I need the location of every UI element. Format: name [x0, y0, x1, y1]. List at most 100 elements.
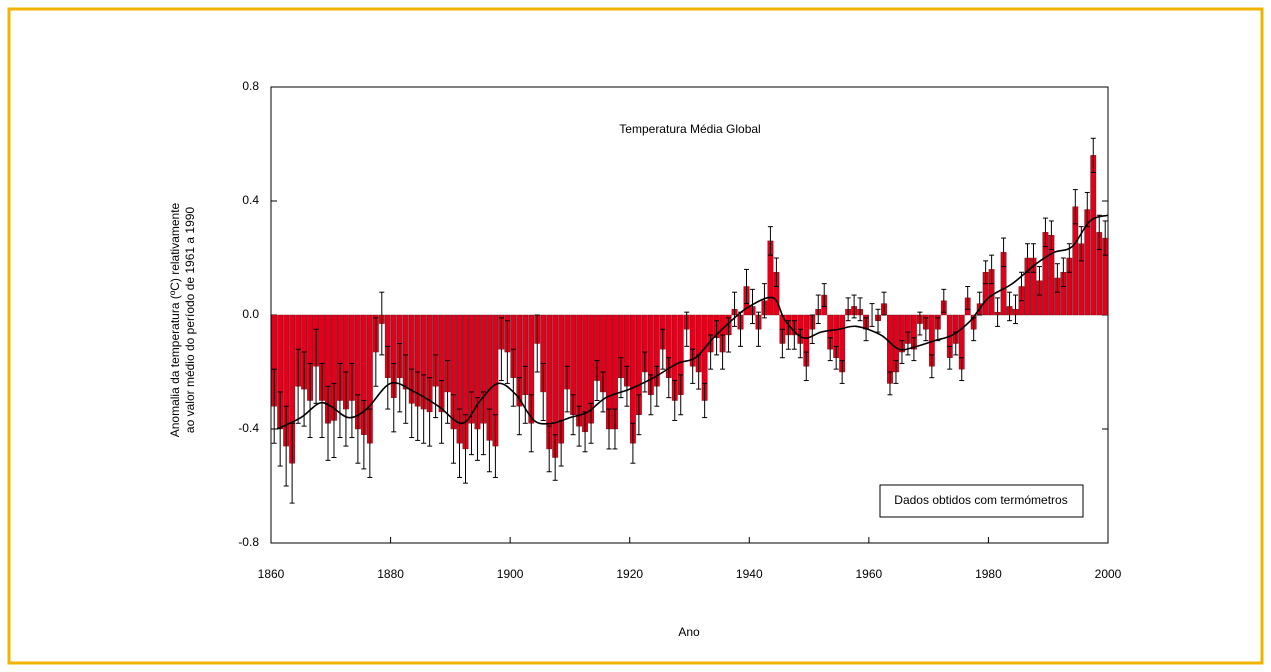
- error-bar: [648, 374, 654, 416]
- x-tick-label: 1880: [377, 567, 404, 581]
- error-bar: [349, 362, 355, 439]
- error-bar: [1090, 137, 1096, 173]
- error-bar: [504, 320, 510, 384]
- error-bar: [1036, 266, 1042, 296]
- error-bar: [1007, 291, 1013, 322]
- error-bar: [367, 408, 373, 478]
- error-bar: [773, 257, 779, 287]
- error-bar: [833, 345, 839, 370]
- error-bar: [929, 354, 935, 379]
- error-bar: [463, 414, 469, 484]
- error-bar: [1030, 243, 1036, 273]
- frame: [7, 7, 1264, 665]
- error-bar: [385, 345, 391, 410]
- error-bar: [845, 297, 851, 322]
- error-bar: [498, 317, 504, 382]
- error-bar: [564, 365, 570, 413]
- error-bar: [480, 391, 486, 456]
- error-bar: [714, 320, 720, 356]
- x-tick-label: 1980: [975, 567, 1002, 581]
- error-bar: [421, 374, 427, 444]
- error-bar: [857, 297, 863, 322]
- error-bar: [540, 362, 546, 421]
- error-bar: [965, 286, 971, 310]
- error-bar: [337, 362, 343, 439]
- error-bar: [869, 303, 875, 327]
- error-bar: [271, 368, 277, 444]
- error-bar: [355, 394, 361, 464]
- error-bar: [684, 311, 690, 347]
- error-bar: [474, 397, 480, 461]
- x-tick-label: 2000: [1095, 567, 1122, 581]
- error-bar: [797, 328, 803, 359]
- error-bar: [552, 434, 558, 481]
- error-bar: [331, 382, 337, 458]
- y-tick-label: 0.4: [242, 193, 259, 207]
- x-axis-label: Ano: [678, 625, 700, 639]
- error-bar: [295, 348, 301, 424]
- x-tick-label: 1860: [258, 567, 285, 581]
- error-bar: [887, 371, 893, 396]
- error-bar: [624, 365, 630, 407]
- error-bar: [660, 328, 666, 370]
- error-bar: [516, 377, 522, 436]
- y-tick-label: -0.4: [238, 421, 259, 435]
- error-bar: [989, 254, 995, 285]
- error-bar: [678, 374, 684, 416]
- error-bar: [809, 314, 815, 344]
- error-bar: [666, 357, 672, 399]
- error-bar: [451, 394, 457, 464]
- error-bar: [522, 365, 528, 424]
- x-tick-label: 1940: [736, 567, 763, 581]
- error-bar: [995, 297, 1001, 327]
- error-bar: [1054, 263, 1060, 293]
- error-bar: [815, 294, 821, 325]
- error-bar: [899, 340, 905, 364]
- error-bar: [1102, 220, 1108, 256]
- error-bar: [457, 408, 463, 478]
- error-bar: [534, 314, 540, 373]
- error-bar: [612, 408, 618, 450]
- error-bar: [803, 351, 809, 382]
- error-bar: [941, 288, 947, 313]
- error-bar: [415, 371, 421, 441]
- error-bar: [672, 380, 678, 421]
- error-bar: [923, 317, 929, 342]
- error-bar: [630, 422, 636, 464]
- error-bar: [755, 311, 761, 347]
- error-bar: [301, 351, 307, 427]
- error-bar: [319, 362, 325, 439]
- trend-line: [276, 214, 1109, 430]
- error-bar: [821, 283, 827, 307]
- bar: [1090, 155, 1097, 316]
- error-bar: [642, 351, 648, 393]
- error-bar: [911, 337, 917, 362]
- chart-title: Temperatura Média Global: [619, 122, 760, 136]
- error-bar: [654, 365, 660, 407]
- error-bar: [618, 357, 624, 399]
- error-bar: [391, 362, 397, 433]
- error-bar: [1060, 257, 1066, 287]
- error-bar: [749, 288, 755, 325]
- error-bar: [732, 291, 738, 327]
- error-bar: [492, 414, 498, 478]
- error-bar: [409, 368, 415, 439]
- error-bar: [373, 317, 379, 387]
- error-bar: [743, 268, 749, 305]
- error-bar: [690, 348, 696, 384]
- error-bar: [959, 357, 965, 382]
- y-axis-label: ao valor médio do período de 1961 a 1990: [183, 207, 197, 433]
- error-bar: [433, 354, 439, 419]
- error-bar: [983, 260, 989, 285]
- error-bar: [379, 291, 385, 356]
- error-bar: [307, 362, 313, 439]
- error-bar: [1042, 217, 1048, 248]
- error-bar: [528, 394, 534, 453]
- error-bar: [594, 360, 600, 401]
- error-bar: [468, 391, 474, 456]
- error-bar: [546, 425, 552, 473]
- y-tick-label: -0.8: [238, 535, 259, 549]
- error-bar: [881, 291, 887, 316]
- y-tick-label: 0.0: [242, 307, 259, 321]
